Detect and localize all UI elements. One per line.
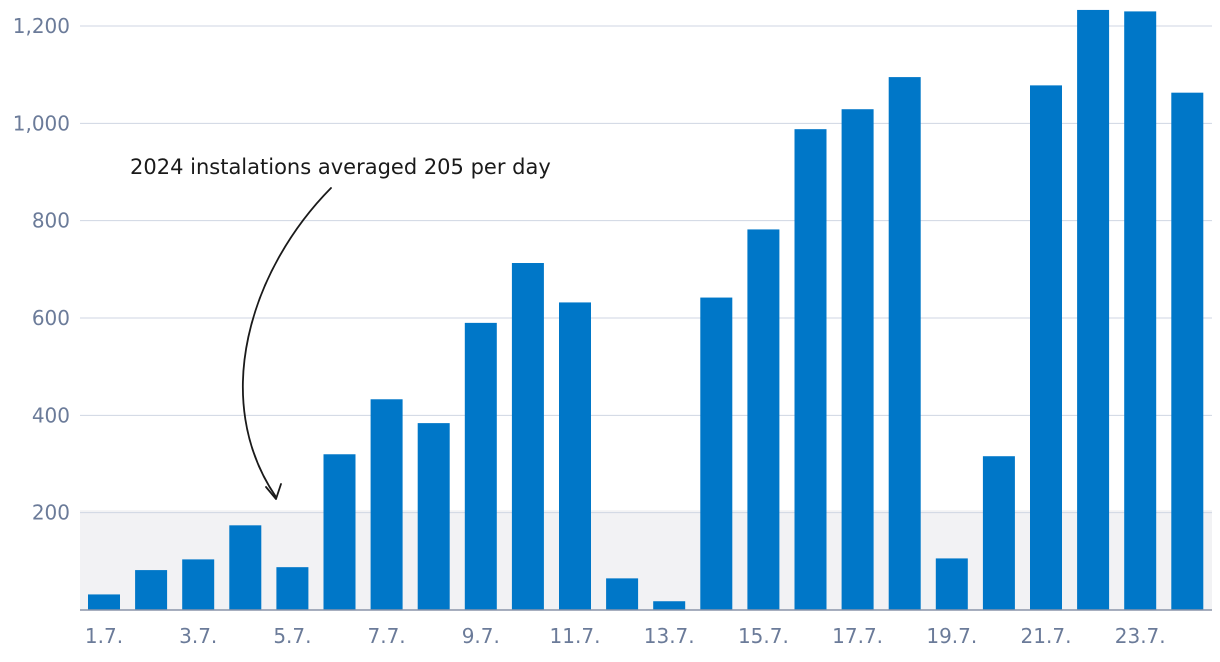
y-tick-label: 1,000 <box>13 111 70 135</box>
x-tick-label: 15.7. <box>738 624 789 648</box>
x-tick-label: 9.7. <box>462 624 500 648</box>
annotation-text: 2024 instalations averaged 205 per day <box>130 155 551 179</box>
bar <box>88 594 120 610</box>
annotation-arrowhead <box>265 483 282 500</box>
bar <box>700 297 733 610</box>
x-tick-label: 3.7. <box>179 624 217 648</box>
x-tick-label: 5.7. <box>273 624 311 648</box>
bar <box>606 578 639 610</box>
annotation-arrow <box>241 187 332 498</box>
bar <box>182 559 215 610</box>
bar <box>1030 85 1062 610</box>
annotation: 2024 instalations averaged 205 per day <box>130 155 551 500</box>
bar <box>653 601 686 610</box>
bar <box>323 454 356 610</box>
bar <box>1077 9 1110 610</box>
bar <box>229 525 262 610</box>
bars <box>88 9 1204 611</box>
y-tick-label: 1,200 <box>13 14 70 38</box>
gridlines <box>80 25 1212 514</box>
x-tick-label: 11.7. <box>550 624 601 648</box>
x-tick-label: 19.7. <box>926 624 977 648</box>
bar <box>747 229 780 610</box>
bar <box>1171 92 1204 610</box>
x-tick-label: 13.7. <box>644 624 695 648</box>
x-tick-label: 21.7. <box>1021 624 1072 648</box>
bar <box>559 302 591 610</box>
bar <box>888 77 921 611</box>
bar <box>511 263 544 610</box>
x-tick-label: 1.7. <box>85 624 123 648</box>
y-axis-ticks: 200 400 600 800 1,000 1,200 <box>13 14 70 525</box>
bar <box>464 322 497 610</box>
bar <box>935 558 968 610</box>
x-tick-label: 17.7. <box>832 624 883 648</box>
x-tick-label: 7.7. <box>368 624 406 648</box>
bar <box>417 423 450 610</box>
bar <box>982 456 1015 610</box>
bar <box>276 567 309 610</box>
y-tick-label: 600 <box>32 306 70 330</box>
x-axis-ticks: 1.7. 3.7. 5.7. 7.7. 9.7. 11.7. 13.7. 15.7. 17.7.… <box>85 624 1166 648</box>
bar <box>794 129 827 610</box>
y-tick-label: 800 <box>32 209 70 233</box>
average-band-layer <box>80 510 1212 610</box>
y-tick-label: 200 <box>32 501 70 525</box>
bar <box>370 399 403 610</box>
x-tick-label: 23.7. <box>1115 624 1166 648</box>
average-band <box>80 510 1212 610</box>
bar <box>841 109 874 610</box>
y-tick-label: 400 <box>32 403 70 427</box>
bar <box>135 570 168 610</box>
bar <box>1124 11 1157 610</box>
